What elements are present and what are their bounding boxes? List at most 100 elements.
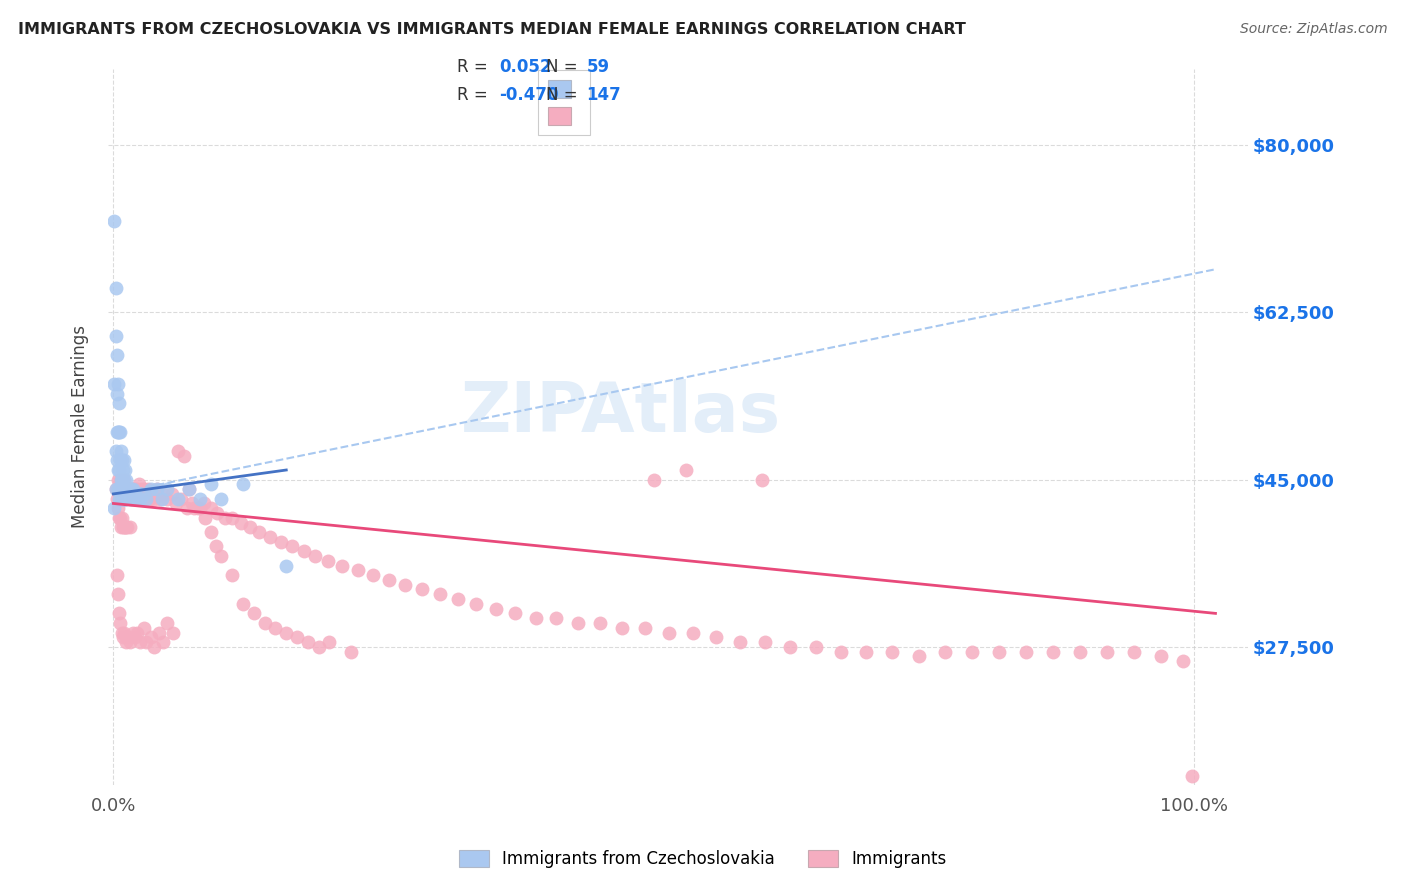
Point [103, 376, 125, 391]
Point [110, 520, 132, 534]
Point [150, 491, 173, 506]
Point [118, 635, 141, 649]
Point [114, 482, 136, 496]
Point [111, 473, 134, 487]
Point [129, 635, 152, 649]
Point [162, 625, 184, 640]
Point [141, 630, 163, 644]
Point [143, 640, 166, 654]
Point [194, 510, 217, 524]
Point [110, 443, 132, 458]
Point [176, 501, 198, 516]
Point [830, 645, 852, 659]
Point [118, 482, 141, 496]
Point [177, 482, 200, 496]
Point [170, 491, 193, 506]
Point [156, 615, 179, 630]
Point [112, 520, 135, 534]
Text: N =: N = [546, 58, 582, 76]
Point [588, 615, 610, 630]
Point [394, 578, 416, 592]
Point [165, 496, 187, 510]
Point [177, 482, 200, 496]
Point [110, 473, 132, 487]
Point [988, 645, 1011, 659]
Point [105, 568, 128, 582]
Point [132, 487, 155, 501]
Text: 59: 59 [586, 58, 609, 76]
Point [1150, 649, 1173, 664]
Point [232, 477, 254, 491]
Point [107, 376, 129, 391]
Legend: Immigrants from Czechoslovakia, Immigrants: Immigrants from Czechoslovakia, Immigran… [451, 842, 955, 877]
Point [112, 491, 135, 506]
Point [132, 621, 155, 635]
Point [658, 625, 681, 640]
Text: -0.470: -0.470 [499, 87, 558, 104]
Point [107, 607, 129, 621]
Point [308, 640, 330, 654]
Point [1042, 645, 1064, 659]
Point [524, 611, 547, 625]
Point [112, 491, 135, 506]
Point [108, 510, 131, 524]
Point [104, 443, 127, 458]
Point [108, 473, 131, 487]
Point [131, 482, 153, 496]
Point [209, 491, 232, 506]
Point [107, 463, 129, 477]
Point [332, 558, 354, 573]
Point [104, 281, 127, 295]
Point [127, 625, 149, 640]
Text: ZIPAtlas: ZIPAtlas [461, 379, 780, 446]
Point [634, 621, 657, 635]
Point [751, 473, 773, 487]
Point [124, 487, 146, 501]
Point [112, 625, 135, 640]
Point [264, 621, 287, 635]
Point [145, 482, 167, 496]
Point [346, 563, 368, 577]
Point [247, 525, 270, 540]
Point [145, 482, 167, 496]
Point [304, 549, 326, 563]
Point [1069, 645, 1091, 659]
Point [118, 491, 141, 506]
Point [378, 573, 401, 587]
Point [129, 491, 152, 506]
Point [115, 491, 138, 506]
Point [141, 482, 163, 496]
Point [105, 453, 128, 467]
Point [112, 473, 135, 487]
Point [221, 568, 243, 582]
Point [238, 520, 260, 534]
Point [114, 463, 136, 477]
Point [104, 482, 127, 496]
Point [107, 425, 129, 439]
Text: N =: N = [546, 87, 582, 104]
Point [243, 607, 266, 621]
Point [1097, 645, 1119, 659]
Point [105, 425, 128, 439]
Point [285, 630, 308, 644]
Point [121, 482, 143, 496]
Point [1015, 645, 1038, 659]
Point [209, 549, 232, 563]
Point [200, 477, 222, 491]
Point [214, 510, 236, 524]
Point [804, 640, 827, 654]
Point [105, 386, 128, 401]
Text: IMMIGRANTS FROM CZECHOSLOVAKIA VS IMMIGRANTS MEDIAN FEMALE EARNINGS CORRELATION : IMMIGRANTS FROM CZECHOSLOVAKIA VS IMMIGR… [18, 22, 966, 37]
Point [117, 482, 139, 496]
Point [111, 510, 134, 524]
Point [143, 491, 166, 506]
Point [156, 482, 179, 496]
Point [104, 482, 127, 496]
Point [205, 540, 228, 554]
Point [728, 635, 751, 649]
Point [120, 482, 142, 496]
Point [276, 625, 298, 640]
Point [270, 534, 292, 549]
Point [120, 482, 142, 496]
Point [567, 615, 589, 630]
